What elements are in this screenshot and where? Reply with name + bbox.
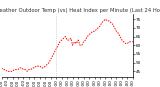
- Title: Milwaukee Weather Outdoor Temp (vs) Heat Index per Minute (Last 24 Hours): Milwaukee Weather Outdoor Temp (vs) Heat…: [0, 8, 160, 13]
